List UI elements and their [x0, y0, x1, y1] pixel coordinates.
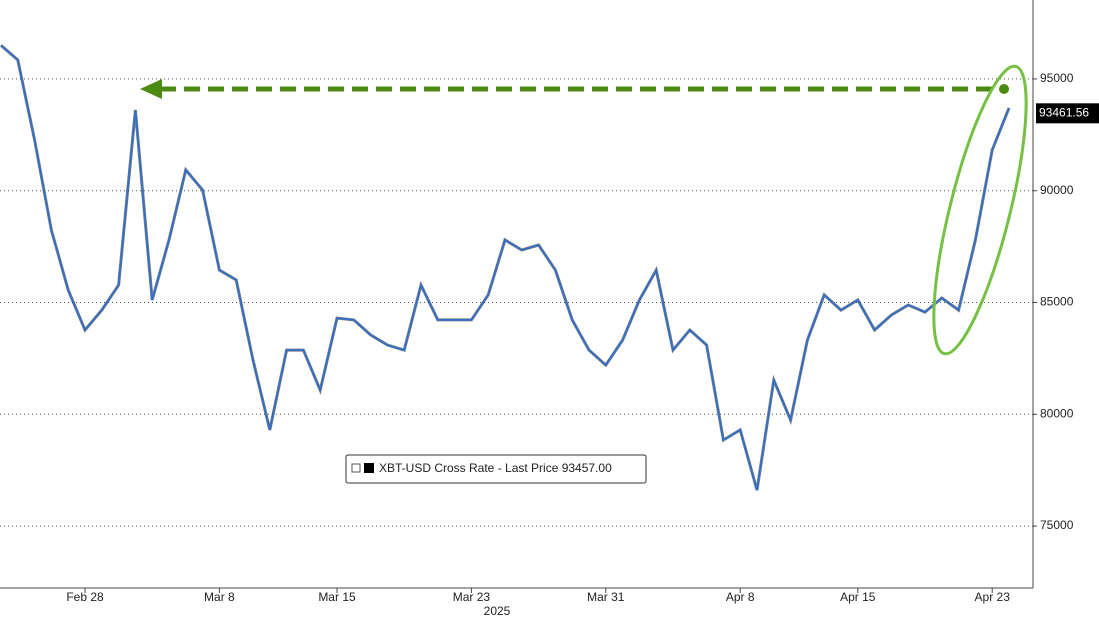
x-tick-label: Apr 15	[840, 590, 876, 604]
legend-icon	[351, 463, 361, 473]
y-tick-label: 95000	[1040, 71, 1074, 85]
legend-box	[345, 454, 647, 484]
annotation-dot	[999, 84, 1009, 94]
x-axis-label: 2025	[484, 604, 511, 618]
annotation-arrow-head	[140, 79, 162, 99]
x-tick-label: Mar 8	[204, 590, 235, 604]
last-price-box	[1036, 103, 1099, 124]
y-tick-label: 90000	[1040, 183, 1074, 197]
annotation-ellipse	[932, 64, 1028, 356]
last-price-label: 93461.56	[1039, 105, 1089, 119]
plot-area: 75000 80000 85000 90000 95000 Feb 28 Mar 8 Mar …	[0, 44, 1099, 604]
y-tick-label: 80000	[1040, 406, 1074, 420]
legend-label: XBT-USD Cross Rate - Last Price 93457.00	[379, 461, 612, 475]
y-tick-label: 75000	[1040, 518, 1074, 532]
x-tick-label: Mar 15	[318, 590, 356, 604]
legend-swatch	[364, 463, 374, 473]
x-tick-label: Apr 8	[726, 590, 755, 604]
x-tick-label: Feb 28	[66, 590, 104, 604]
legend: XBT-USD Cross Rate - Last Price 93457.00	[345, 454, 647, 484]
price-line	[0, 44, 1010, 491]
x-tick-label: Mar 31	[587, 590, 625, 604]
x-tick-label: Apr 23	[975, 590, 1011, 604]
y-tick-label: 85000	[1040, 295, 1074, 309]
x-tick-label: Mar 23	[453, 590, 491, 604]
